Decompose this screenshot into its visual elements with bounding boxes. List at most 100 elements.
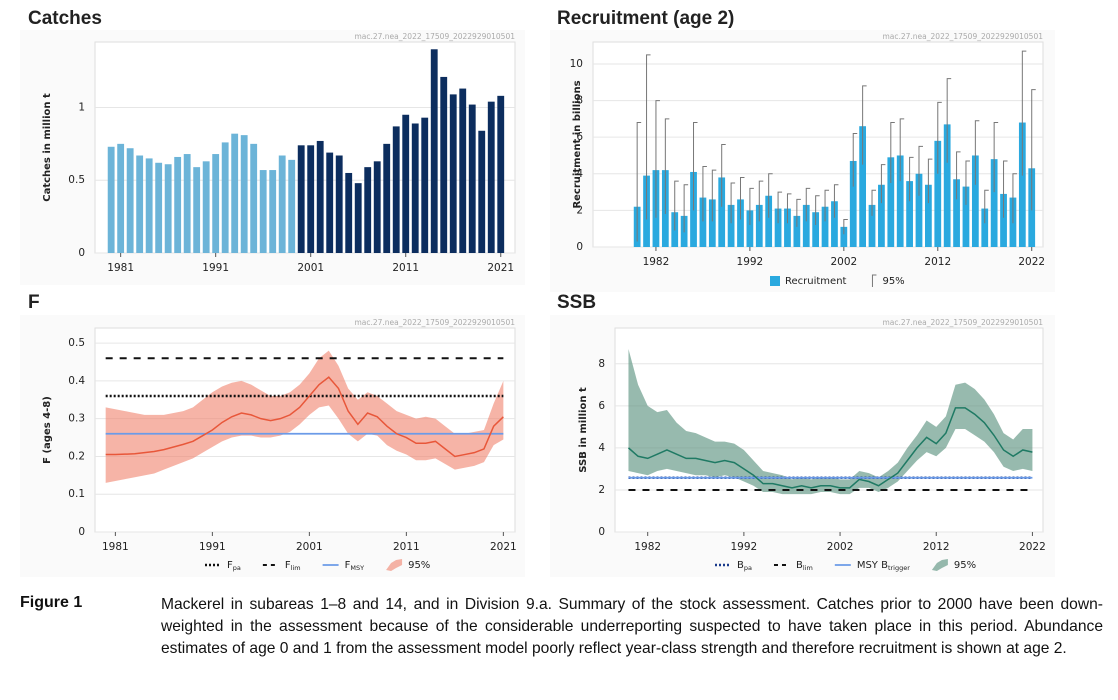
figure: Catches mac.27.nea_2022_17509_20229290105… (28, 8, 1046, 572)
y-tick-label: 0 (576, 241, 583, 253)
legend-text: F (285, 560, 291, 571)
bar (887, 157, 895, 247)
legend-subscript: MSY (350, 564, 364, 572)
bar (859, 126, 867, 247)
legend-text: B (796, 560, 803, 571)
x-tick-label: 2002 (827, 541, 854, 553)
y-tick-label: 0.3 (68, 413, 85, 425)
error-bar (815, 195, 820, 226)
x-tick-label: 2022 (1019, 541, 1046, 553)
bar (831, 201, 838, 247)
bar (1000, 193, 1007, 247)
x-tick-label: 2001 (296, 541, 323, 553)
bar (297, 145, 305, 253)
error-bar (937, 101, 942, 174)
bar (193, 167, 201, 253)
x-tick-label: 1982 (634, 541, 661, 553)
bar (136, 155, 144, 253)
error-bar (674, 180, 679, 231)
bar (981, 208, 989, 247)
legend-subscript: trigger (888, 564, 910, 572)
legend-label: Bpa (737, 560, 752, 572)
error-bar (965, 160, 970, 205)
bar (878, 184, 885, 247)
error-bar (768, 173, 773, 218)
bar (392, 126, 400, 253)
error-bar (1012, 173, 1017, 224)
caption-text: Mackerel in subareas 1–8 and 14, and in … (161, 596, 1103, 657)
confidence-band (105, 350, 504, 483)
series-line (627, 407, 1033, 489)
error-bar (702, 165, 707, 222)
error-bar (909, 156, 914, 202)
y-axis-label: Catches in million t (42, 93, 53, 202)
chart-title: Catches (28, 8, 102, 29)
error-bar (1003, 160, 1008, 218)
bar (174, 156, 182, 253)
y-tick-label: 6 (598, 400, 605, 412)
bar (459, 88, 467, 253)
bar (934, 140, 942, 247)
bar (345, 172, 353, 253)
x-tick-label: 1991 (199, 541, 226, 553)
legend-label: Flim (285, 560, 301, 572)
bar (421, 117, 429, 253)
error-bar (824, 189, 830, 222)
error-bar (777, 191, 783, 224)
legend-label: MSY Btrigger (857, 560, 910, 572)
legend-text: B (737, 560, 744, 571)
bar (774, 208, 782, 247)
bar (755, 204, 763, 247)
error-bar (786, 193, 792, 224)
y-tick-label: 0.1 (68, 488, 85, 500)
source-note: mac.27.nea_2022_17509_2022929010501 (354, 318, 515, 327)
x-tick-label: 2001 (297, 262, 324, 274)
bar (868, 204, 876, 247)
bar (288, 159, 296, 253)
bar (259, 170, 267, 253)
legend-label: Recruitment (785, 276, 847, 287)
y-tick-label: 1 (78, 101, 85, 113)
bar (497, 95, 505, 254)
legend-label: Fpa (227, 560, 241, 572)
error-bar (655, 100, 660, 218)
x-tick-label: 1992 (737, 256, 764, 268)
error-bar (1021, 50, 1027, 176)
legend-text: 95% (954, 560, 976, 571)
bar (202, 161, 210, 253)
bar (411, 123, 419, 253)
x-tick-label: 2021 (490, 541, 517, 553)
legend-subscript: lim (803, 564, 813, 572)
series-line (105, 376, 504, 458)
y-tick-label: 0 (78, 247, 85, 259)
error-bar (683, 184, 689, 233)
error-bar (843, 219, 848, 235)
bar (183, 154, 191, 253)
bar (708, 199, 716, 247)
error-bar (833, 184, 839, 218)
chart-title: F (28, 292, 40, 313)
x-tick-label: 2012 (923, 541, 950, 553)
bar (164, 164, 172, 253)
error-bar (871, 189, 877, 216)
error-bar (1031, 89, 1036, 211)
legend-text: F (227, 560, 233, 571)
bar (107, 146, 115, 253)
chart-title: SSB (557, 292, 596, 313)
bar (802, 204, 810, 247)
bar (962, 186, 970, 247)
bar (145, 158, 153, 253)
chart-title: Recruitment (age 2) (557, 8, 734, 29)
bar (269, 170, 277, 253)
x-tick-label: 2022 (1018, 256, 1045, 268)
bar (250, 143, 258, 253)
legend-band (386, 559, 403, 571)
y-tick-label: 2 (576, 204, 583, 216)
legend-label: 95% (882, 276, 904, 287)
error-bar (993, 122, 999, 193)
bar (487, 101, 495, 253)
bar (212, 154, 220, 253)
legend-label: Blim (796, 560, 813, 572)
bar (727, 204, 735, 247)
